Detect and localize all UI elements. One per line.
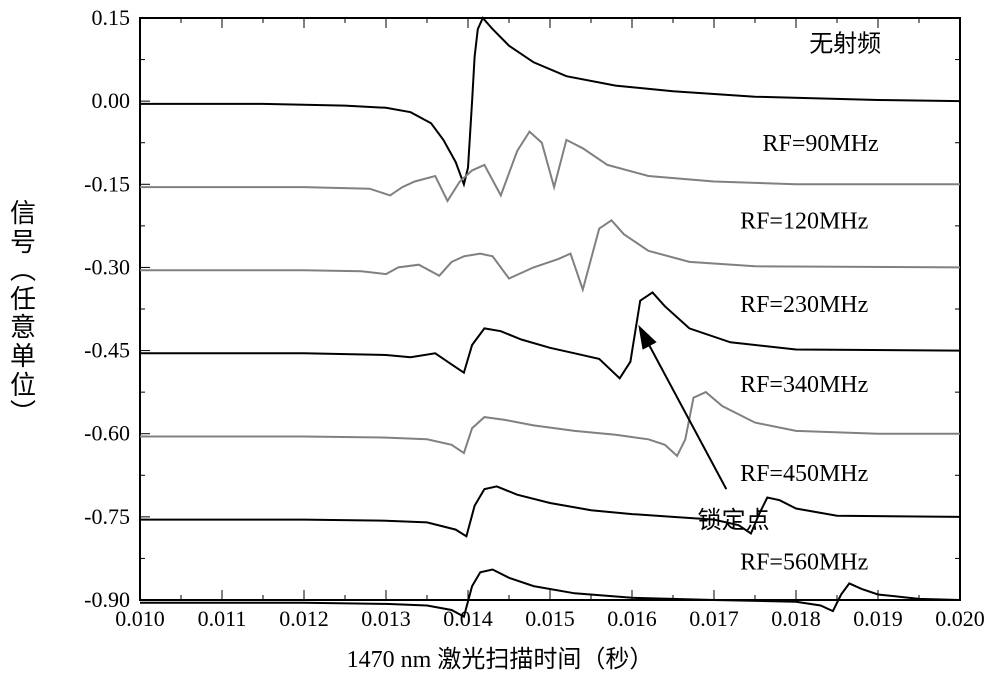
series-label: RF=340MHz: [740, 372, 868, 398]
chart-figure: { "figure": { "width": 1000, "height": 6…: [0, 0, 1000, 680]
x-tick-label: 0.018: [771, 606, 821, 631]
annotation-arrow: [640, 328, 726, 489]
plot-svg: 0.0100.0110.0120.0130.0140.0150.0160.017…: [0, 0, 1000, 645]
y-axis-label: 信号︵任意单位︶: [10, 200, 30, 429]
y-tick-label: 0.00: [92, 88, 131, 113]
series-label: 无射频: [809, 30, 881, 57]
series-label: RF=90MHz: [762, 131, 878, 157]
y-tick-label: -0.45: [84, 338, 130, 363]
x-tick-label: 0.020: [935, 606, 985, 631]
series-label: RF=120MHz: [740, 209, 868, 235]
y-tick-label: -0.30: [84, 254, 130, 279]
series-label: RF=230MHz: [740, 292, 868, 318]
y-tick-label: -0.75: [84, 504, 130, 529]
x-tick-label: 0.016: [607, 606, 657, 631]
series-label: RF=450MHz: [740, 461, 868, 487]
x-tick-label: 0.012: [279, 606, 329, 631]
trace: [140, 486, 960, 536]
x-axis-label: 1470 nm 激光扫描时间（秒）: [0, 639, 1000, 674]
x-tick-label: 0.011: [198, 606, 247, 631]
y-tick-label: -0.60: [84, 421, 130, 446]
trace: [140, 392, 960, 456]
x-tick-label: 0.019: [853, 606, 903, 631]
series-label: RF=560MHz: [740, 550, 868, 576]
y-tick-label: -0.15: [84, 171, 130, 196]
y-tick-label: -0.90: [84, 587, 130, 612]
y-tick-label: 0.15: [92, 5, 131, 30]
annotation-label: 锁定点: [698, 507, 770, 534]
x-tick-label: 0.013: [361, 606, 411, 631]
x-tick-label: 0.017: [689, 606, 739, 631]
x-tick-label: 0.015: [525, 606, 575, 631]
